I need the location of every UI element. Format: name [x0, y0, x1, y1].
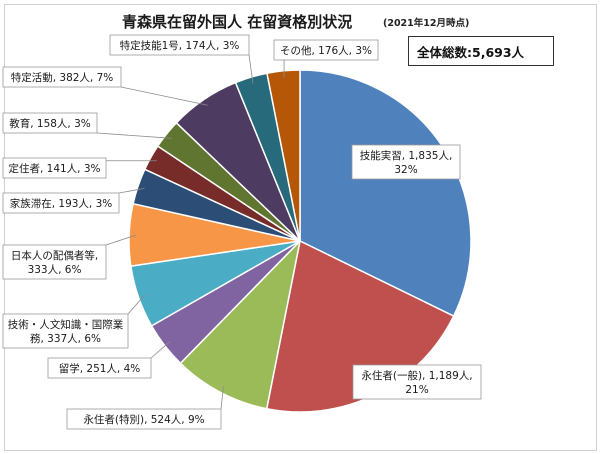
data-label-text: 21% [405, 384, 428, 396]
data-label-text: 技能実習, 1,835人, [360, 149, 453, 162]
data-label-2: 永住者(一般), 1,189人, 21% [352, 364, 482, 400]
data-label-box [2, 66, 122, 88]
leader-line-10 [120, 86, 208, 106]
data-label-box [2, 244, 107, 280]
pie-slice-3 [179, 238, 302, 410]
chart-title: 青森県在留外国人 在留資格別状況 [122, 13, 353, 31]
leader-lines [96, 54, 285, 410]
leader-line-3 [220, 386, 224, 410]
chart-subtitle: (2021年12月時点) [383, 18, 470, 29]
data-label-box [2, 112, 98, 134]
leader-line-6 [105, 234, 137, 246]
data-labels: 技能実習, 1,835人, 32% 永住者(一般), 1,189人, 21% 永住者(特… [2, 34, 482, 430]
leader-line-11 [248, 54, 254, 84]
data-label-1: 技能実習, 1,835人, 32% [351, 144, 461, 180]
data-label-text: その他, 176人, 3% [280, 44, 372, 57]
data-label-box [2, 157, 107, 179]
data-label-text: 留学, 251人, 4% [59, 362, 141, 375]
data-label-6: 日本人の配偶者等, 333人, 6% [2, 244, 107, 280]
data-label-7: 家族滞在, 193人, 3% [2, 192, 120, 214]
data-label-10: 特定活動, 382人, 7% [2, 66, 122, 88]
data-label-box [352, 364, 482, 400]
data-label-3: 永住者(特別), 524人, 9% [66, 408, 222, 430]
data-label-box [2, 313, 129, 349]
data-label-11: 特定技能1号, 174人, 3% [109, 34, 250, 56]
data-label-text: 定住者, 141人, 3% [8, 162, 100, 175]
data-label-9: 教育, 158人, 3% [2, 112, 98, 134]
data-label-text: 特定技能1号, 174人, 3% [120, 39, 240, 52]
data-label-box [109, 34, 250, 56]
data-label-4: 留学, 251人, 4% [47, 357, 152, 379]
data-label-text: 務, 337人, 6% [30, 332, 101, 345]
data-label-text: 永住者(一般), 1,189人, [361, 369, 472, 382]
data-label-text: 永住者(特別), 524人, 9% [83, 413, 204, 426]
data-label-box [2, 192, 120, 214]
data-label-box [273, 39, 379, 61]
data-label-box [47, 357, 152, 379]
data-label-text: 32% [394, 164, 417, 176]
pie-slices [128, 69, 472, 413]
data-label-8: 定住者, 141人, 3% [2, 157, 107, 179]
data-label-text: 特定活動, 382人, 7% [11, 71, 114, 84]
leader-line-5 [127, 294, 146, 315]
pie-slice-12 [266, 69, 301, 242]
data-label-text: 家族滞在, 193人, 3% [10, 197, 113, 210]
total-count-box: 全体総数:5,693人 [408, 36, 554, 66]
leader-line-9 [96, 132, 172, 139]
data-label-12: その他, 176人, 3% [273, 39, 379, 61]
total-count-label: 全体総数:5,693人 [417, 44, 525, 60]
data-label-box [351, 144, 461, 180]
data-label-text: 日本人の配偶者等, [11, 249, 98, 262]
leader-line-7 [118, 187, 145, 194]
data-label-box [66, 408, 222, 430]
data-label-text: 333人, 6% [28, 264, 82, 276]
data-label-text: 教育, 158人, 3% [9, 117, 91, 130]
leader-line-4 [150, 341, 171, 359]
data-label-text: 技術・人文知識・国際業 [8, 318, 124, 331]
